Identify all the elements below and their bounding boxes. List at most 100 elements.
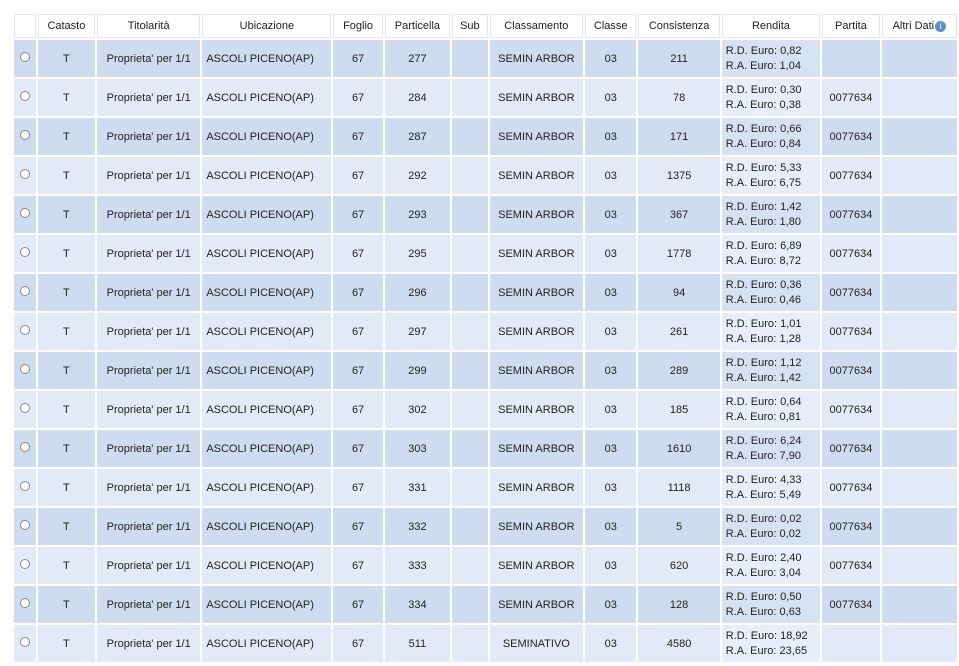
row-radio[interactable]	[19, 637, 30, 647]
cell-particella: 333	[384, 547, 451, 584]
cell-rendita: R.D. Euro: 0,64 R.A. Euro: 0,81	[721, 391, 821, 428]
select-cell[interactable]	[14, 40, 36, 77]
cell-ubicazione: ASCOLI PICENO(AP)	[202, 391, 332, 428]
row-radio[interactable]	[19, 364, 30, 374]
cell-particella: 293	[384, 196, 451, 233]
table-row[interactable]: T Proprieta' per 1/1 ASCOLI PICENO(AP) 67 33…	[14, 469, 957, 506]
row-radio[interactable]	[19, 403, 30, 413]
select-cell[interactable]	[14, 274, 36, 311]
table-row[interactable]: T Proprieta' per 1/1 ASCOLI PICENO(AP) 67 29…	[14, 196, 957, 233]
cell-altri-dati	[881, 547, 957, 584]
cell-catasto: T	[37, 313, 96, 350]
select-cell[interactable]	[14, 547, 36, 584]
cell-sub	[452, 313, 488, 350]
cell-particella: 295	[384, 235, 451, 272]
select-cell[interactable]	[14, 430, 36, 467]
cell-sub	[452, 547, 488, 584]
select-cell[interactable]	[14, 79, 36, 116]
row-radio[interactable]	[19, 598, 30, 608]
cell-classamento: SEMIN ARBOR	[489, 79, 584, 116]
cell-classamento: SEMIN ARBOR	[489, 508, 584, 545]
table-row[interactable]: T Proprieta' per 1/1 ASCOLI PICENO(AP) 67 29…	[14, 157, 957, 194]
cell-catasto: T	[37, 547, 96, 584]
cell-particella: 334	[384, 586, 451, 623]
cell-partita: 0077634	[822, 391, 880, 428]
select-cell[interactable]	[14, 235, 36, 272]
table-row[interactable]: T Proprieta' per 1/1 ASCOLI PICENO(AP) 67 29…	[14, 274, 957, 311]
header-altri-dati-label: Altri Dati	[892, 20, 935, 32]
cell-classamento: SEMIN ARBOR	[489, 118, 584, 155]
select-cell[interactable]	[14, 157, 36, 194]
cell-classamento: SEMINATIVO	[489, 625, 584, 662]
row-radio[interactable]	[19, 286, 30, 296]
cell-sub	[452, 79, 488, 116]
info-icon[interactable]: i	[935, 20, 947, 32]
row-radio[interactable]	[19, 91, 30, 101]
row-radio[interactable]	[19, 520, 30, 530]
row-radio[interactable]	[19, 208, 30, 218]
row-radio[interactable]	[19, 52, 30, 62]
cell-classamento: SEMIN ARBOR	[489, 391, 584, 428]
select-cell[interactable]	[14, 508, 36, 545]
row-radio[interactable]	[19, 559, 30, 569]
cell-particella: 284	[384, 79, 451, 116]
select-cell[interactable]	[14, 391, 36, 428]
cell-consistenza: 1778	[638, 235, 720, 272]
table-row[interactable]: T Proprieta' per 1/1 ASCOLI PICENO(AP) 67 29…	[14, 313, 957, 350]
rendita-ra: R.A. Euro: 1,80	[725, 215, 801, 228]
cell-titolarita: Proprieta' per 1/1	[97, 586, 201, 623]
row-radio[interactable]	[19, 481, 30, 491]
rendita-rd: R.D. Euro: 1,42	[725, 200, 802, 213]
table-row[interactable]: T Proprieta' per 1/1 ASCOLI PICENO(AP) 67 29…	[14, 352, 957, 389]
table-row[interactable]: T Proprieta' per 1/1 ASCOLI PICENO(AP) 67 28…	[14, 79, 957, 116]
cell-consistenza: 261	[638, 313, 720, 350]
cell-ubicazione: ASCOLI PICENO(AP)	[202, 313, 332, 350]
table-row[interactable]: T Proprieta' per 1/1 ASCOLI PICENO(AP) 67 30…	[14, 391, 957, 428]
cell-classe: 03	[585, 625, 637, 662]
header-catasto: Catasto	[37, 14, 96, 38]
table-row[interactable]: T Proprieta' per 1/1 ASCOLI PICENO(AP) 67 30…	[14, 430, 957, 467]
select-cell[interactable]	[14, 313, 36, 350]
table-row[interactable]: T Proprieta' per 1/1 ASCOLI PICENO(AP) 67 27…	[14, 40, 957, 77]
table-row[interactable]: T Proprieta' per 1/1 ASCOLI PICENO(AP) 67 33…	[14, 586, 957, 623]
cell-catasto: T	[37, 391, 96, 428]
select-cell[interactable]	[14, 586, 36, 623]
rendita-rd: R.D. Euro: 0,50	[725, 590, 802, 603]
cell-ubicazione: ASCOLI PICENO(AP)	[202, 586, 332, 623]
row-radio[interactable]	[19, 169, 30, 179]
select-cell[interactable]	[14, 352, 36, 389]
table-row[interactable]: T Proprieta' per 1/1 ASCOLI PICENO(AP) 67 51…	[14, 625, 957, 662]
header-altri-dati: Altri Dati i	[881, 14, 957, 38]
cell-rendita: R.D. Euro: 0,66 R.A. Euro: 0,84	[721, 118, 821, 155]
row-radio[interactable]	[19, 325, 30, 335]
select-cell[interactable]	[14, 196, 36, 233]
cell-titolarita: Proprieta' per 1/1	[97, 469, 201, 506]
cell-classamento: SEMIN ARBOR	[489, 469, 584, 506]
row-radio[interactable]	[19, 442, 30, 452]
cell-titolarita: Proprieta' per 1/1	[97, 547, 201, 584]
cell-partita: 0077634	[822, 469, 880, 506]
rendita-rd: R.D. Euro: 6,89	[725, 239, 802, 252]
table-row[interactable]: T Proprieta' per 1/1 ASCOLI PICENO(AP) 67 33…	[14, 547, 957, 584]
cell-sub	[452, 118, 488, 155]
table-row[interactable]: T Proprieta' per 1/1 ASCOLI PICENO(AP) 67 28…	[14, 118, 957, 155]
cell-classamento: SEMIN ARBOR	[489, 430, 584, 467]
cell-partita: 0077634	[822, 79, 880, 116]
cell-titolarita: Proprieta' per 1/1	[97, 274, 201, 311]
row-radio[interactable]	[19, 247, 30, 257]
cell-particella: 302	[384, 391, 451, 428]
properties-table: Catasto Titolarità Ubicazione Foglio Par…	[12, 12, 959, 664]
select-cell[interactable]	[14, 118, 36, 155]
cell-catasto: T	[37, 40, 96, 77]
cell-ubicazione: ASCOLI PICENO(AP)	[202, 118, 332, 155]
row-radio[interactable]	[19, 130, 30, 140]
select-cell[interactable]	[14, 625, 36, 662]
select-cell[interactable]	[14, 469, 36, 506]
table-row[interactable]: T Proprieta' per 1/1 ASCOLI PICENO(AP) 67 29…	[14, 235, 957, 272]
rendita-ra: R.A. Euro: 7,90	[725, 449, 801, 462]
cell-altri-dati	[881, 274, 957, 311]
table-row[interactable]: T Proprieta' per 1/1 ASCOLI PICENO(AP) 67 33…	[14, 508, 957, 545]
cell-consistenza: 367	[638, 196, 720, 233]
rendita-ra: R.A. Euro: 0,84	[725, 137, 801, 150]
cell-ubicazione: ASCOLI PICENO(AP)	[202, 430, 332, 467]
